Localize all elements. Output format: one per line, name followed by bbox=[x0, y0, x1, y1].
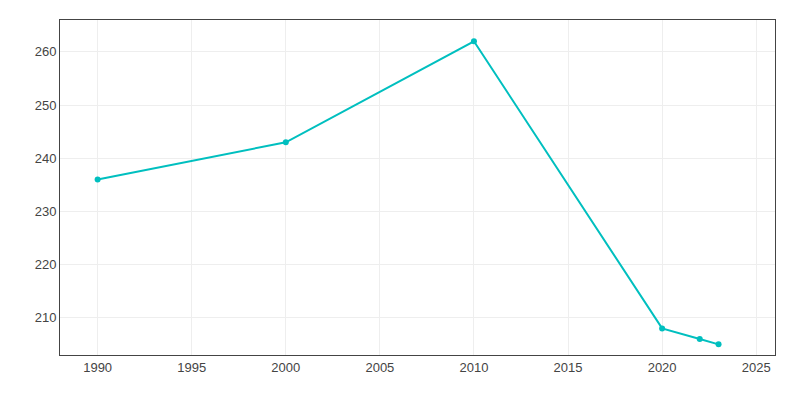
svg-text:250: 250 bbox=[35, 98, 57, 113]
svg-text:2025: 2025 bbox=[742, 360, 771, 375]
svg-text:220: 220 bbox=[35, 257, 57, 272]
svg-text:1995: 1995 bbox=[177, 360, 206, 375]
svg-text:2020: 2020 bbox=[648, 360, 677, 375]
svg-text:2005: 2005 bbox=[365, 360, 394, 375]
svg-text:210: 210 bbox=[35, 310, 57, 325]
svg-text:2015: 2015 bbox=[554, 360, 583, 375]
svg-text:2000: 2000 bbox=[271, 360, 300, 375]
svg-text:1990: 1990 bbox=[83, 360, 112, 375]
svg-text:260: 260 bbox=[35, 44, 57, 59]
svg-text:2010: 2010 bbox=[459, 360, 488, 375]
svg-text:240: 240 bbox=[35, 151, 57, 166]
svg-text:230: 230 bbox=[35, 204, 57, 219]
